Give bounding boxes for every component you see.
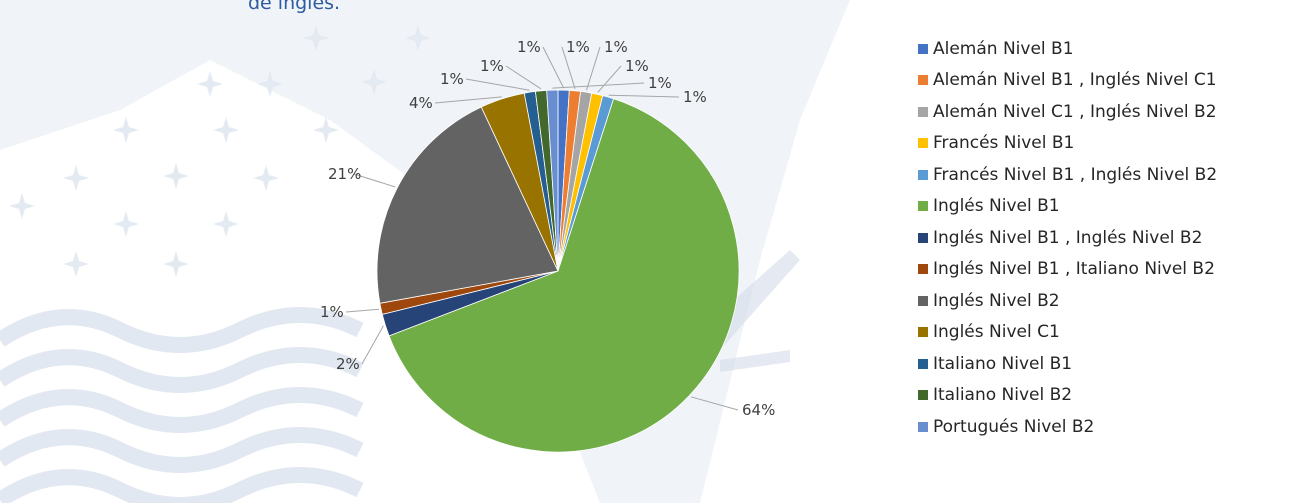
leader-line-12	[505, 65, 542, 90]
legend-swatch	[918, 421, 928, 432]
legend-item: Italiano Nivel B2	[918, 380, 1217, 412]
legend-label: Inglés Nivel C1	[933, 322, 1060, 343]
legend-item: Alemán Nivel C1 , Inglés Nivel B2	[918, 96, 1217, 128]
legend-label: Inglés Nivel B1 , Inglés Nivel B2	[933, 227, 1203, 248]
leader-line-9	[353, 173, 396, 188]
chart-legend: Alemán Nivel B1 Alemán Nivel B1 , Inglés …	[918, 33, 1217, 443]
leader-line-13	[552, 82, 645, 89]
legend-swatch	[918, 138, 928, 149]
data-label-9: 21%	[328, 165, 361, 183]
legend-label: Alemán Nivel B1 , Inglés Nivel C1	[933, 70, 1217, 91]
legend-label: Italiano Nivel B1	[933, 353, 1073, 374]
legend-item: Alemán Nivel B1	[918, 33, 1217, 65]
data-label-2: 1%	[566, 38, 590, 56]
leader-line-10	[434, 96, 502, 104]
legend-label: Inglés Nivel B2	[933, 290, 1060, 311]
legend-item: Francés Nivel B1 , Inglés Nivel B2	[918, 159, 1217, 191]
leader-line-8	[345, 308, 380, 313]
pie-slice-13	[546, 89, 559, 272]
legend-swatch	[918, 390, 928, 401]
legend-label: Alemán Nivel B1	[933, 38, 1074, 59]
pie-slice-9	[376, 106, 559, 304]
legend-item: Alemán Nivel B1 , Inglés Nivel C1	[918, 65, 1217, 97]
leader-line-6	[690, 396, 739, 411]
leader-line-3	[586, 46, 601, 91]
legend-label: Portugués Nivel B2	[933, 416, 1095, 437]
legend-item: Inglés Nivel B1	[918, 191, 1217, 223]
data-label-10: 4%	[409, 94, 433, 112]
legend-swatch	[918, 75, 928, 86]
legend-item: Inglés Nivel B1 , Inglés Nivel B2	[918, 222, 1217, 254]
legend-label: Alemán Nivel C1 , Inglés Nivel B2	[933, 101, 1217, 122]
data-label-12: 1%	[480, 57, 504, 75]
data-label-4: 1%	[625, 57, 649, 75]
pie-slice-6	[388, 98, 740, 453]
leader-line-11	[465, 78, 530, 91]
legend-swatch	[918, 264, 928, 275]
legend-label: Inglés Nivel B1	[933, 196, 1060, 217]
legend-swatch	[918, 232, 928, 243]
legend-swatch	[918, 43, 928, 54]
legend-swatch	[918, 106, 928, 117]
legend-swatch	[918, 327, 928, 338]
leader-line-7	[361, 325, 384, 365]
data-label-11: 1%	[440, 70, 464, 88]
leader-line-2	[561, 46, 576, 89]
data-label-13: 1%	[648, 74, 672, 92]
leader-line-5	[608, 94, 680, 98]
legend-label: Francés Nivel B1 , Inglés Nivel B2	[933, 164, 1218, 185]
legend-item: Francés Nivel B1	[918, 128, 1217, 160]
legend-swatch	[918, 201, 928, 212]
legend-item: Inglés Nivel C1	[918, 317, 1217, 349]
legend-item: Inglés Nivel B1 , Italiano Nivel B2	[918, 254, 1217, 286]
legend-item: Portugués Nivel B2	[918, 411, 1217, 443]
legend-swatch	[918, 295, 928, 306]
data-label-3: 1%	[604, 38, 628, 56]
data-label-5: 1%	[683, 88, 707, 106]
data-label-8: 1%	[320, 303, 344, 321]
data-label-7: 2%	[336, 355, 360, 373]
legend-swatch	[918, 358, 928, 369]
legend-swatch	[918, 169, 928, 180]
data-label-6: 64%	[742, 401, 775, 419]
legend-item: Inglés Nivel B2	[918, 285, 1217, 317]
data-label-1: 1%	[517, 38, 541, 56]
leader-line-4	[597, 65, 622, 93]
legend-label: Inglés Nivel B1 , Italiano Nivel B2	[933, 259, 1215, 280]
leader-line-1	[542, 46, 565, 89]
legend-label: Italiano Nivel B2	[933, 385, 1073, 406]
chart-title-fragment: de inglés.	[248, 0, 341, 14]
legend-label: Francés Nivel B1	[933, 133, 1075, 154]
legend-item: Italiano Nivel B1	[918, 348, 1217, 380]
